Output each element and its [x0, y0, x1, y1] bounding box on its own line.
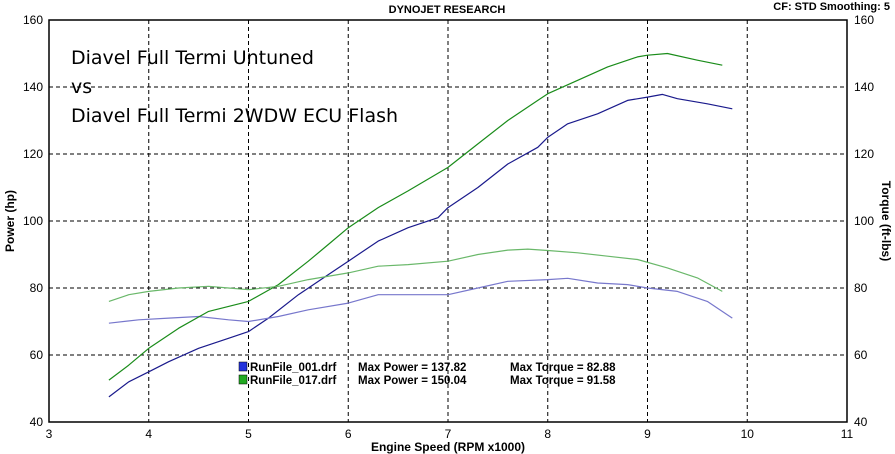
x-tick-label: 10 [741, 427, 755, 441]
plot-frame [48, 19, 848, 423]
y2-tick-label: 60 [854, 348, 868, 362]
y2-tick-label: 140 [854, 80, 874, 94]
y2-axis-title: Torque (ft-lbs) [879, 181, 893, 261]
annotation-line-2: vs [71, 76, 92, 98]
series-line-power-run2 [108, 52, 723, 381]
x-axis-title: Engine Speed (RPM x1000) [371, 440, 525, 454]
chart-title: DYNOJET RESEARCH [389, 4, 506, 16]
y-tick-label: 80 [30, 281, 44, 295]
series-line-power-run1 [108, 93, 733, 398]
legend: RunFile_001.drf Max Power = 137.82 Max T… [238, 361, 616, 387]
series-layer [108, 52, 733, 398]
legend-power-run1: Max Power = 137.82 [358, 362, 466, 374]
legend-torque-run2: Max Torque = 91.58 [510, 375, 616, 387]
grid-lines [49, 20, 847, 422]
y-tick-label: 100 [23, 214, 43, 228]
y-tick-label: 60 [30, 348, 44, 362]
legend-torque-run1: Max Torque = 82.88 [510, 362, 616, 374]
x-tick-label: 7 [445, 427, 452, 441]
x-tick-label: 3 [46, 427, 53, 441]
x-tick-labels: 3 4 5 6 7 8 9 10 11 [46, 427, 854, 441]
y2-tick-labels: 40 60 80 100 120 140 160 [854, 13, 874, 429]
y2-tick-label: 40 [854, 415, 868, 429]
series-line-torque-run2 [108, 248, 723, 302]
legend-swatch-run1 [238, 361, 248, 372]
annotation-line-1: Diavel Full Termi Untuned [71, 47, 314, 69]
y2-tick-label: 120 [854, 147, 874, 161]
y2-tick-label: 80 [854, 281, 868, 295]
y-tick-label: 160 [23, 13, 43, 27]
annotation-line-3: Diavel Full Termi 2WDW ECU Flash [71, 105, 398, 127]
y-tick-label: 120 [23, 147, 43, 161]
y2-tick-label: 160 [854, 13, 874, 27]
y2-tick-label: 100 [854, 214, 874, 228]
legend-file-run2: RunFile_017.drf [250, 375, 336, 387]
y-tick-labels: 40 60 80 100 120 140 160 [23, 13, 43, 429]
legend-power-run2: Max Power = 150.04 [358, 375, 467, 387]
legend-swatch-run2 [238, 374, 248, 385]
y-tick-label: 140 [23, 80, 43, 94]
x-tick-label: 8 [544, 427, 551, 441]
legend-file-run1: RunFile_001.drf [250, 362, 336, 374]
series-line-torque-run1 [108, 277, 733, 324]
x-tick-label: 9 [644, 427, 651, 441]
x-tick-label: 6 [345, 427, 352, 441]
x-tick-label: 5 [245, 427, 252, 441]
y-axis-title: Power (hp) [3, 190, 17, 252]
settings-label: CF: STD Smoothing: 5 [773, 1, 890, 13]
x-tick-label: 11 [841, 427, 854, 441]
x-tick-label: 4 [145, 427, 152, 441]
y-tick-label: 40 [30, 415, 44, 429]
